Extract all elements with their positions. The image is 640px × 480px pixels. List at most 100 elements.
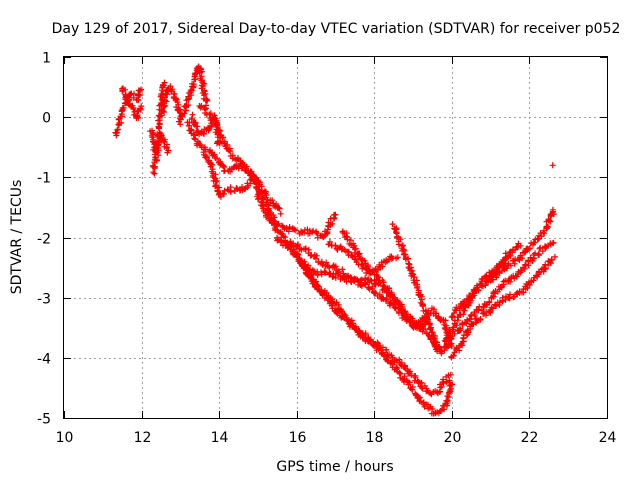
data-point xyxy=(399,307,406,314)
data-point xyxy=(465,329,472,336)
data-point xyxy=(196,69,203,76)
data-point xyxy=(275,204,282,211)
data-point xyxy=(548,257,555,264)
data-point xyxy=(241,162,248,168)
data-point xyxy=(298,228,305,235)
data-point xyxy=(447,388,454,395)
data-point xyxy=(323,259,330,266)
data-point xyxy=(329,220,336,227)
data-point xyxy=(549,162,556,169)
y-tick-label: 1 xyxy=(42,51,51,67)
data-point xyxy=(505,252,512,259)
data-point xyxy=(344,236,351,243)
data-point xyxy=(375,267,381,273)
data-point xyxy=(447,341,454,348)
data-point xyxy=(120,104,127,111)
y-tick-label: -4 xyxy=(37,352,51,368)
data-point xyxy=(130,106,137,113)
data-point xyxy=(383,346,390,353)
data-point xyxy=(541,230,548,237)
data-point xyxy=(255,196,261,203)
data-point xyxy=(321,269,328,276)
data-point xyxy=(177,116,184,123)
data-point xyxy=(197,65,204,72)
y-tick-label: 0 xyxy=(42,111,51,127)
data-point xyxy=(302,246,309,253)
data-point xyxy=(461,307,468,314)
data-point xyxy=(155,132,162,139)
data-point xyxy=(339,266,346,273)
series-track-h xyxy=(200,149,284,217)
data-point xyxy=(408,386,415,393)
data-points xyxy=(112,63,558,417)
data-point xyxy=(551,253,558,260)
y-tick-label: -1 xyxy=(37,171,51,187)
data-point xyxy=(155,139,161,146)
series-track-f xyxy=(175,63,211,128)
data-point xyxy=(310,227,317,234)
x-tick-label: 18 xyxy=(366,430,384,446)
data-point xyxy=(277,210,284,217)
data-point xyxy=(276,205,283,212)
data-point xyxy=(263,214,270,220)
data-point xyxy=(401,373,408,380)
data-point xyxy=(437,348,444,355)
data-point xyxy=(216,184,223,191)
data-point xyxy=(441,344,448,351)
data-point xyxy=(450,353,457,359)
data-point xyxy=(426,321,432,328)
data-point xyxy=(136,87,143,94)
data-point xyxy=(447,381,454,388)
y-tick-label: -5 xyxy=(37,412,51,428)
data-point xyxy=(411,274,418,281)
data-point xyxy=(358,283,365,290)
data-point xyxy=(283,224,290,231)
y-tick-labels: 1 0 -1 -2 -3 -4 -5 xyxy=(37,51,51,428)
x-tick-label: 20 xyxy=(444,430,462,446)
data-point xyxy=(298,260,305,267)
data-point xyxy=(448,343,455,350)
data-point xyxy=(414,283,421,290)
data-point xyxy=(161,79,168,86)
data-point xyxy=(117,113,124,120)
data-point xyxy=(470,321,477,327)
data-point xyxy=(361,257,368,264)
data-point xyxy=(160,82,167,89)
data-point xyxy=(507,291,513,298)
data-point xyxy=(418,293,425,300)
data-point xyxy=(380,283,387,290)
plot-frame xyxy=(63,56,608,419)
data-point xyxy=(150,136,157,143)
series-track-p xyxy=(389,221,444,355)
data-point xyxy=(255,195,262,202)
data-point xyxy=(216,127,222,133)
data-point xyxy=(495,269,502,276)
data-point xyxy=(403,377,410,384)
data-point xyxy=(406,379,413,386)
data-point xyxy=(517,242,524,249)
data-point xyxy=(376,291,383,298)
data-point xyxy=(384,358,391,365)
data-point xyxy=(203,154,210,160)
data-point xyxy=(440,317,447,324)
data-point xyxy=(418,384,425,391)
data-point xyxy=(447,371,454,378)
data-point xyxy=(449,313,456,320)
x-tick-label: 24 xyxy=(599,430,617,446)
data-point xyxy=(412,324,419,330)
data-point xyxy=(185,95,192,102)
series-track-b xyxy=(119,85,145,122)
data-point xyxy=(328,302,335,309)
data-point xyxy=(447,333,454,340)
data-point xyxy=(395,241,402,248)
data-point xyxy=(535,271,542,278)
data-point xyxy=(293,252,300,258)
data-point xyxy=(332,263,339,270)
data-point xyxy=(120,87,126,94)
data-point xyxy=(546,217,553,224)
data-point xyxy=(313,255,319,262)
data-point xyxy=(398,359,405,366)
data-point xyxy=(549,206,556,213)
data-point xyxy=(490,305,496,312)
data-point xyxy=(313,252,320,259)
